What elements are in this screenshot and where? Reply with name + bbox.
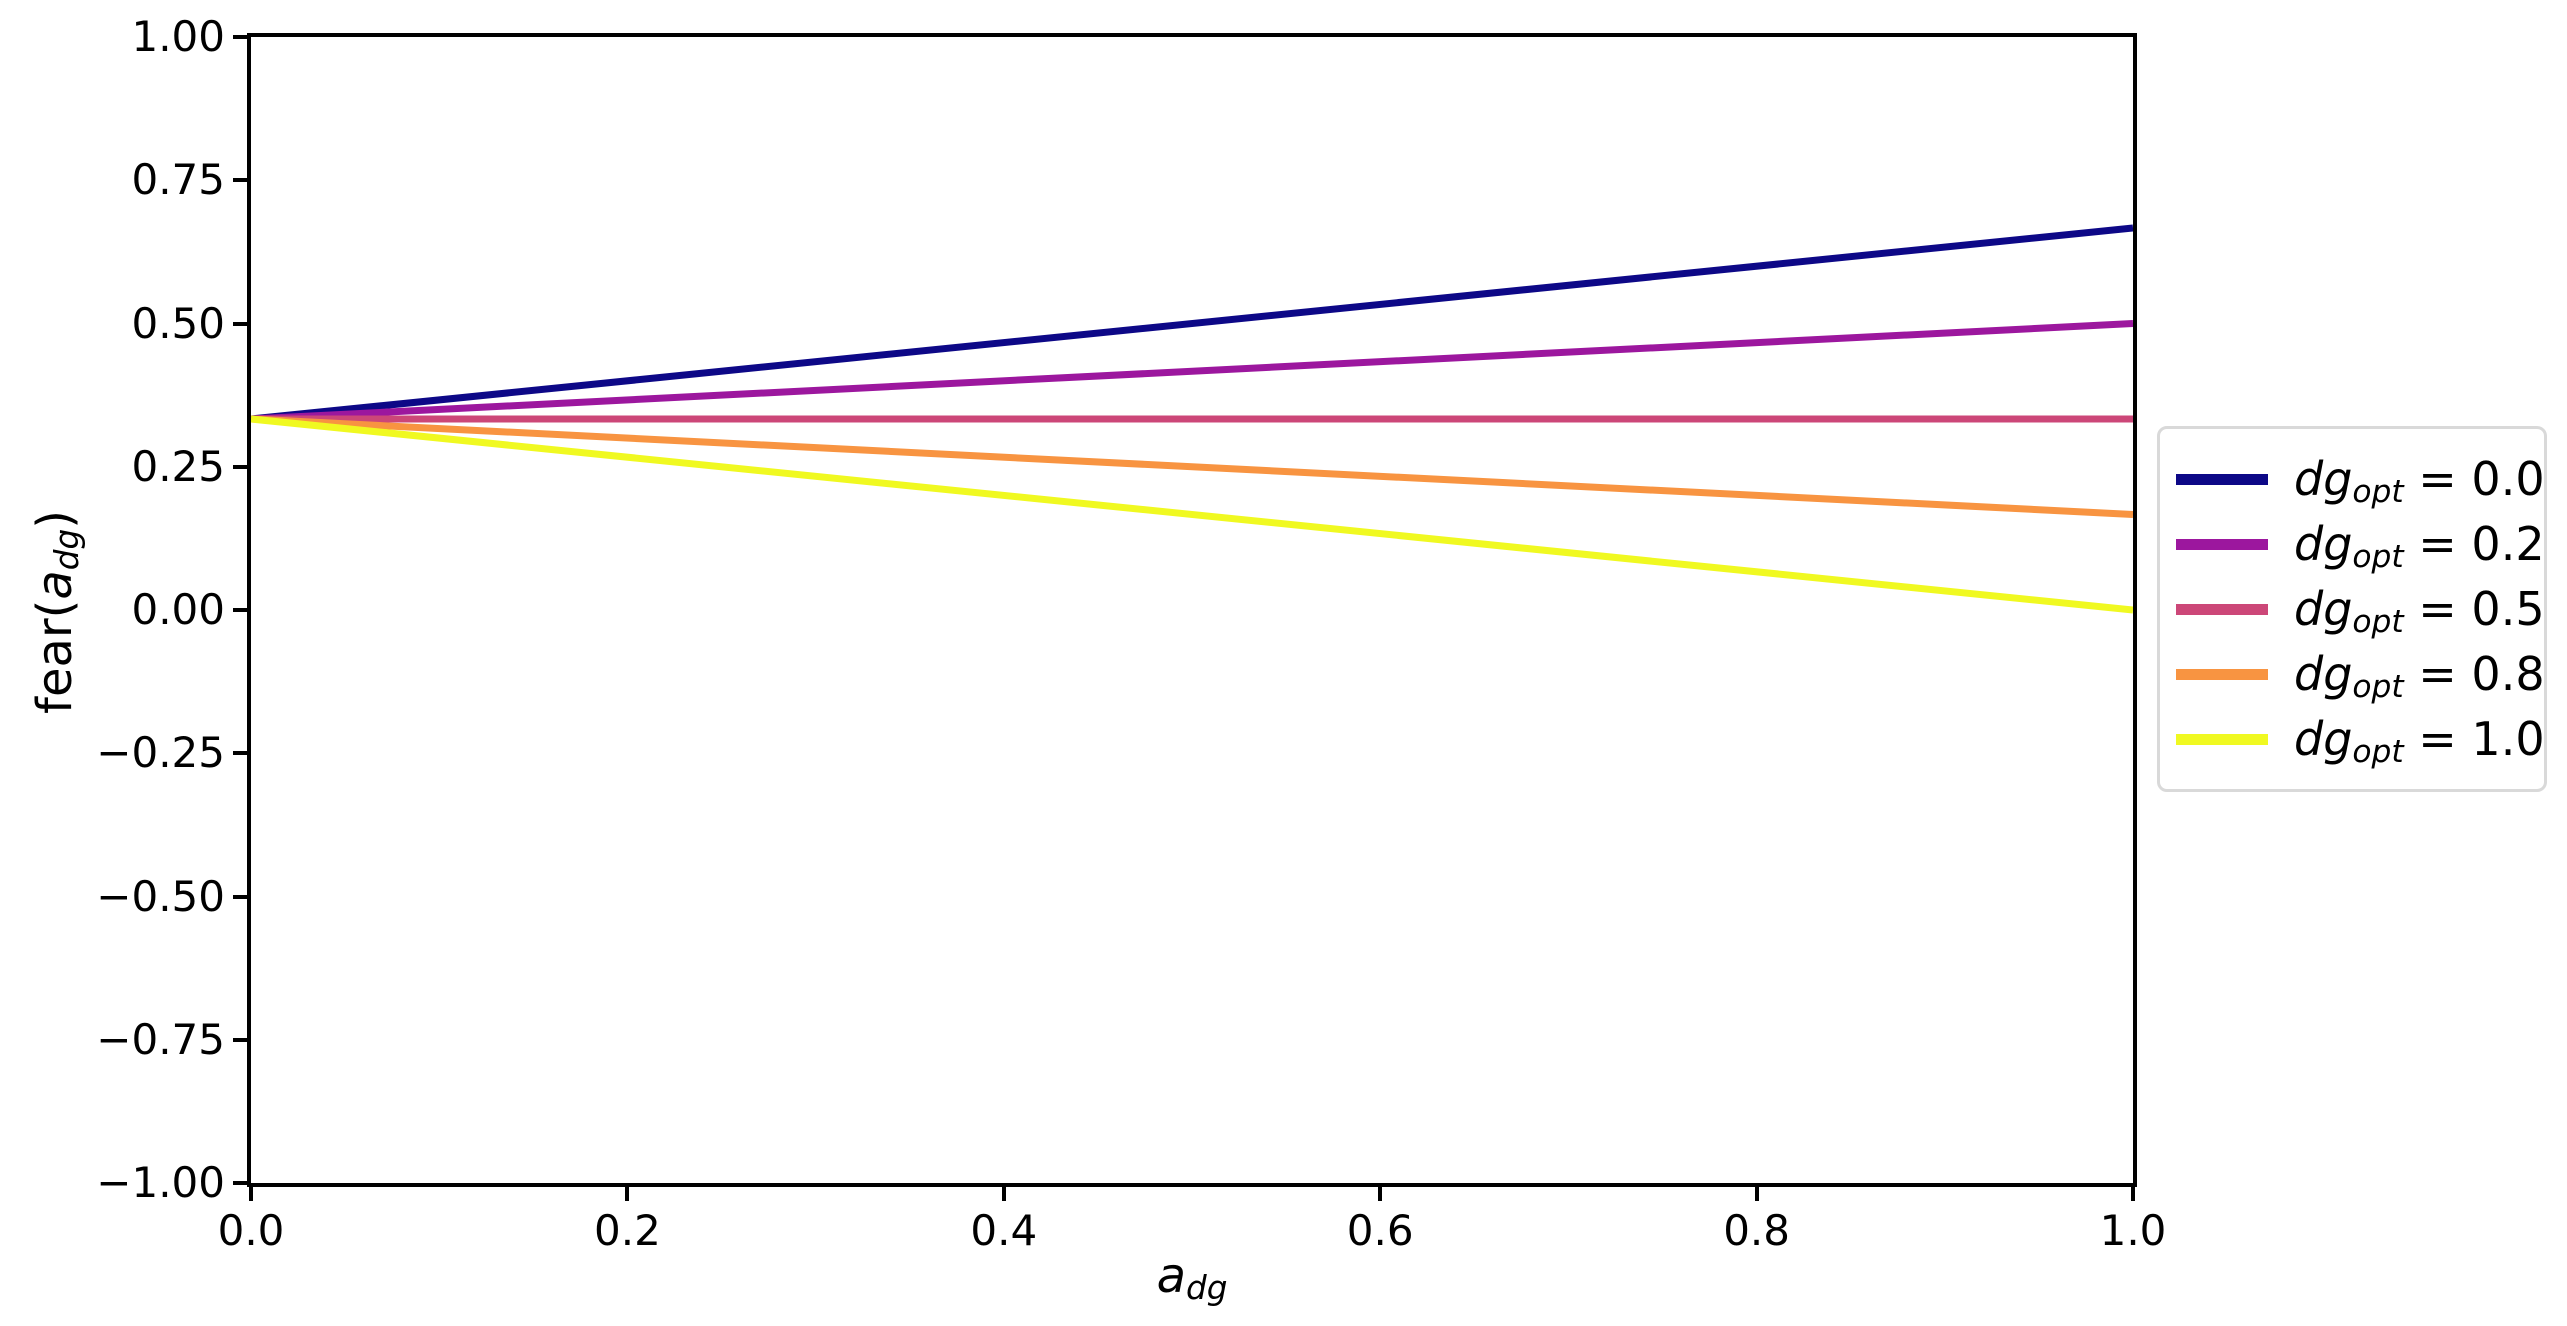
legend-swatch-3 [2176,668,2268,680]
y-tick-7 [233,1037,247,1042]
legend: dgopt = 0.0 dgopt = 0.2 dgopt = 0.5 dgopt =… [2157,426,2547,792]
legend-item-4: dgopt = 1.0 [2176,716,2545,768]
y-axis-label-prefix: fear( [27,599,83,714]
series-line-0 [251,224,2133,423]
x-tick-5 [2131,1187,2135,1201]
y-tick-label-8: −1.00 [96,1158,225,1207]
y-tick-label-2: 0.50 [131,298,225,348]
x-tick-4 [1754,1187,1759,1201]
x-tick-3 [1378,1187,1383,1201]
series-line-3 [251,415,2133,518]
legend-item-3: dgopt = 0.8 [2176,651,2545,703]
legend-swatch-2 [2176,603,2268,615]
x-tick-label-5: 1.0 [2099,1206,2167,1255]
y-axis-label-subscript: dg [48,528,87,571]
y-axis-label-suffix: ) [27,510,83,529]
x-tick-label-2: 0.4 [970,1206,1038,1255]
y-tick-label-1: 0.75 [131,155,225,205]
y-tick-label-7: −0.75 [96,1014,225,1064]
legend-swatch-4 [2176,733,2268,745]
y-tick-2 [233,321,247,326]
y-axis-label: fear(adg) [27,510,86,714]
y-tick-3 [233,464,247,469]
legend-item-2: dgopt = 0.5 [2176,586,2545,638]
y-axis-label-base: a [27,570,83,600]
x-tick-label-0: 0.0 [217,1206,285,1255]
y-tick-6 [233,894,247,899]
x-tick-2 [1001,1187,1006,1201]
legend-label-0: dgopt = 0.0 [2294,452,2545,510]
x-axis-label: adg [1157,1252,1228,1304]
legend-swatch-0 [2176,473,2268,485]
y-tick-1 [233,178,247,183]
y-tick-label-0: 1.00 [131,12,225,61]
plot-lines-canvas [251,224,2133,614]
y-tick-4 [233,608,247,612]
x-axis-label-base: a [1156,1248,1186,1304]
y-tick-0 [233,35,247,39]
legend-item-1: dgopt = 0.2 [2176,521,2545,573]
legend-label-3: dgopt = 0.8 [2294,647,2545,705]
x-tick-label-4: 0.8 [1723,1206,1790,1255]
x-axis-label-subscript: dg [1186,1269,1228,1308]
legend-label-1: dgopt = 0.2 [2294,517,2545,575]
series-line-1 [251,320,2133,423]
legend-label-4: dgopt = 1.0 [2294,712,2545,770]
x-tick-label-1: 0.2 [593,1206,661,1255]
legend-swatch-1 [2176,538,2268,550]
y-tick-label-4: 0.00 [131,585,225,634]
y-tick-8 [233,1181,247,1185]
y-tick-label-5: −0.25 [96,728,225,778]
legend-item-0: dgopt = 0.0 [2176,456,2545,508]
legend-label-2: dgopt = 0.5 [2294,582,2545,640]
y-tick-5 [233,751,247,756]
x-tick-0 [249,1187,253,1201]
y-tick-label-3: 0.25 [131,441,225,491]
x-tick-1 [625,1187,630,1201]
plot-area [247,33,2137,1187]
y-tick-label-6: −0.50 [96,871,225,921]
series-line-4 [251,415,2133,614]
x-tick-label-3: 0.6 [1346,1206,1414,1255]
